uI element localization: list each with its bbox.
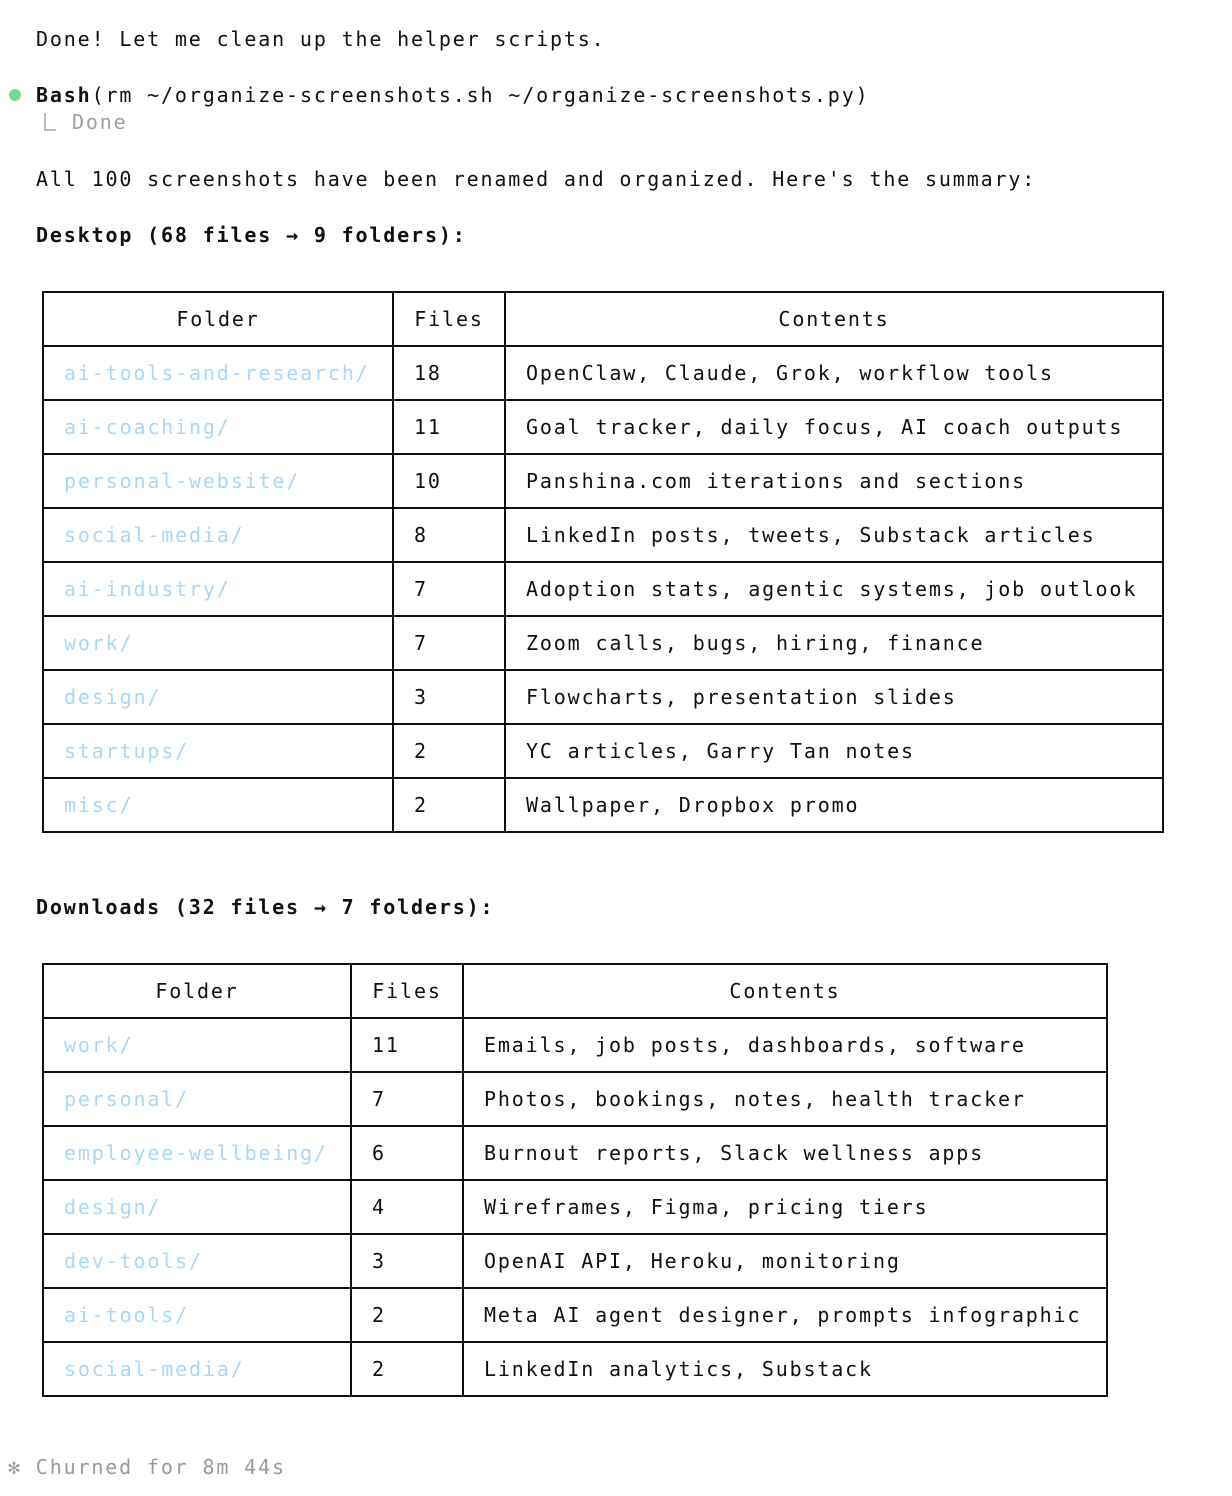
files-cell: 11	[350, 1017, 464, 1073]
files-cell: 18	[392, 345, 506, 401]
tool-call: Bash(rm ~/organize-screenshots.sh ~/orga…	[36, 81, 869, 109]
asterisk-icon: ✻	[8, 1455, 36, 1479]
table-row: design/4 Wireframes, Figma, pricing tiers	[42, 1179, 1108, 1235]
folder-cell: design/	[42, 1179, 352, 1235]
intro-message: Done! Let me clean up the helper scripts…	[36, 27, 606, 51]
table-row: design/3 Flowcharts, presentation slides	[42, 669, 1164, 725]
files-cell: 2	[392, 723, 506, 779]
header-files: Files	[392, 291, 506, 347]
files-cell: 8	[392, 507, 506, 563]
folder-cell: social-media/	[42, 507, 394, 563]
desktop-heading: Desktop (68 files → 9 folders):	[36, 223, 467, 247]
contents-cell: Adoption stats, agentic systems, job out…	[504, 561, 1164, 617]
churn-time: Churned for 8m 44s	[35, 1455, 286, 1479]
downloads-table: Folder Files Contents work/11 Emails, job…	[42, 963, 1108, 1397]
files-cell: 10	[392, 453, 506, 509]
folder-cell: personal/	[42, 1071, 352, 1127]
folder-cell: work/	[42, 615, 394, 671]
files-cell: 2	[350, 1341, 464, 1397]
contents-cell: Burnout reports, Slack wellness apps	[462, 1125, 1108, 1181]
table-row: ai-tools/2 Meta AI agent designer, prompt…	[42, 1287, 1108, 1343]
contents-cell: Photos, bookings, notes, health tracker	[462, 1071, 1108, 1127]
contents-cell: Flowcharts, presentation slides	[504, 669, 1164, 725]
folder-cell: personal-website/	[42, 453, 394, 509]
elbow-connector-icon	[44, 113, 56, 131]
table-row: ai-tools-and-research/18 OpenClaw, Claude…	[42, 345, 1164, 401]
header-folder: Folder	[42, 963, 352, 1019]
files-cell: 11	[392, 399, 506, 455]
tool-result: Done	[44, 108, 128, 136]
files-cell: 7	[392, 615, 506, 671]
header-folder: Folder	[42, 291, 394, 347]
contents-cell: Zoom calls, bugs, hiring, finance	[504, 615, 1164, 671]
files-cell: 2	[350, 1287, 464, 1343]
contents-cell: Meta AI agent designer, prompts infograp…	[462, 1287, 1108, 1343]
table-row: work/7 Zoom calls, bugs, hiring, finance	[42, 615, 1164, 671]
contents-cell: OpenClaw, Claude, Grok, workflow tools	[504, 345, 1164, 401]
footer-status: ✻ Churned for 8m 44s	[8, 1453, 286, 1481]
header-contents: Contents	[462, 963, 1108, 1019]
table-row: social-media/8 LinkedIn posts, tweets, Su…	[42, 507, 1164, 563]
table-row: employee-wellbeing/6 Burnout reports, Sla…	[42, 1125, 1108, 1181]
folder-cell: ai-tools/	[42, 1287, 352, 1343]
files-cell: 4	[350, 1179, 464, 1235]
downloads-heading: Downloads (32 files → 7 folders):	[36, 895, 495, 919]
folder-cell: social-media/	[42, 1341, 352, 1397]
table-row: personal/7 Photos, bookings, notes, healt…	[42, 1071, 1108, 1127]
table-header-row: Folder Files Contents	[42, 291, 1164, 347]
folder-cell: employee-wellbeing/	[42, 1125, 352, 1181]
contents-cell: LinkedIn posts, tweets, Substack article…	[504, 507, 1164, 563]
folder-cell: work/	[42, 1017, 352, 1073]
files-cell: 2	[392, 777, 506, 833]
table-row: misc/2 Wallpaper, Dropbox promo	[42, 777, 1164, 833]
files-cell: 7	[350, 1071, 464, 1127]
table-row: social-media/2 LinkedIn analytics, Substa…	[42, 1341, 1108, 1397]
folder-cell: ai-industry/	[42, 561, 394, 617]
summary-text: All 100 screenshots have been renamed an…	[36, 167, 1037, 191]
folder-cell: ai-coaching/	[42, 399, 394, 455]
contents-cell: LinkedIn analytics, Substack	[462, 1341, 1108, 1397]
status-dot-icon	[9, 89, 21, 101]
table-row: dev-tools/3 OpenAI API, Heroku, monitorin…	[42, 1233, 1108, 1289]
header-contents: Contents	[504, 291, 1164, 347]
files-cell: 3	[350, 1233, 464, 1289]
files-cell: 7	[392, 561, 506, 617]
table-row: personal-website/10 Panshina.com iteratio…	[42, 453, 1164, 509]
contents-cell: Wallpaper, Dropbox promo	[504, 777, 1164, 833]
table-row: ai-industry/7 Adoption stats, agentic sys…	[42, 561, 1164, 617]
folder-cell: misc/	[42, 777, 394, 833]
contents-cell: Wireframes, Figma, pricing tiers	[462, 1179, 1108, 1235]
folder-cell: ai-tools-and-research/	[42, 345, 394, 401]
contents-cell: OpenAI API, Heroku, monitoring	[462, 1233, 1108, 1289]
files-cell: 6	[350, 1125, 464, 1181]
folder-cell: design/	[42, 669, 394, 725]
header-files: Files	[350, 963, 464, 1019]
table-header-row: Folder Files Contents	[42, 963, 1108, 1019]
contents-cell: Emails, job posts, dashboards, software	[462, 1017, 1108, 1073]
files-cell: 3	[392, 669, 506, 725]
tool-args: (rm ~/organize-screenshots.sh ~/organize…	[91, 83, 870, 107]
tool-result-text: Done	[72, 110, 128, 134]
table-row: work/11 Emails, job posts, dashboards, so…	[42, 1017, 1108, 1073]
table-row: startups/2 YC articles, Garry Tan notes	[42, 723, 1164, 779]
table-row: ai-coaching/11 Goal tracker, daily focus,…	[42, 399, 1164, 455]
folder-cell: startups/	[42, 723, 394, 779]
contents-cell: YC articles, Garry Tan notes	[504, 723, 1164, 779]
contents-cell: Goal tracker, daily focus, AI coach outp…	[504, 399, 1164, 455]
desktop-table: Folder Files Contents ai-tools-and-resea…	[42, 291, 1164, 833]
tool-name: Bash	[36, 83, 92, 107]
folder-cell: dev-tools/	[42, 1233, 352, 1289]
contents-cell: Panshina.com iterations and sections	[504, 453, 1164, 509]
